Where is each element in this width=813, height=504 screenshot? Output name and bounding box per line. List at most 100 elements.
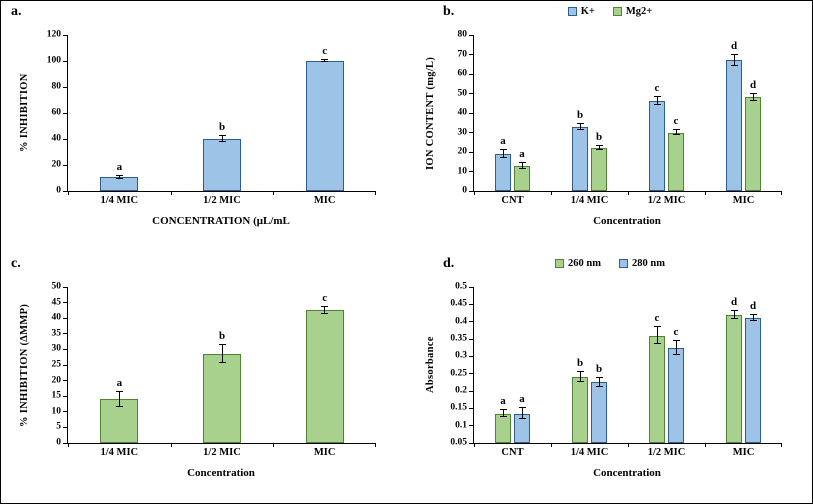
y-tick-mark	[63, 60, 67, 62]
y-tick-mark	[63, 426, 67, 428]
x-tick-mark	[781, 191, 782, 195]
error-bar-cap	[576, 128, 584, 130]
bar	[745, 318, 761, 443]
significance-letter: b	[595, 131, 603, 144]
panel-b-plot-area: 0 10 20 30 40 50 60 70 80 CNT a a 1/4 MIC b b 1/2 MIC c c…	[458, 30, 782, 206]
error-bar-cap	[218, 135, 226, 137]
panel-c-label: c.	[11, 256, 21, 271]
y-tick-mark	[63, 380, 67, 382]
y-tick-label: 100	[46, 55, 61, 66]
error-bar-cap	[749, 92, 757, 94]
legend-label: 260 nm	[568, 258, 601, 269]
y-tick-mark	[469, 390, 473, 392]
x-tick-mark	[628, 443, 629, 447]
y-tick-label: 45	[51, 296, 62, 307]
significance-letter: b	[576, 108, 584, 121]
significance-letter: c	[322, 44, 328, 57]
y-tick-label: 40	[457, 107, 468, 118]
y-tick-mark	[469, 93, 473, 94]
error-bar-cap	[218, 362, 226, 364]
significance-letter: a	[500, 395, 506, 408]
y-tick-label: 60	[457, 68, 468, 79]
x-category-label: 1/4 MIC	[570, 447, 609, 458]
significance-letter: b	[218, 329, 226, 342]
x-category-label: CNT	[501, 447, 524, 458]
panel-d: d. 260 nm 280 nm Absorbance 0.05 0.1 0.15 0.…	[407, 253, 812, 503]
error-bar-cap	[595, 145, 603, 147]
error-bar	[221, 344, 223, 364]
x-tick-mark	[170, 443, 172, 447]
bar	[649, 335, 665, 443]
x-category-label: MIC	[313, 195, 336, 206]
legend-swatch	[555, 259, 565, 268]
x-category-label: MIC	[313, 447, 336, 458]
y-tick-mark	[63, 333, 67, 335]
significance-letter: a	[116, 160, 123, 173]
y-tick-mark	[469, 151, 473, 153]
y-tick-mark	[63, 364, 67, 366]
y-tick-label: 120	[46, 29, 61, 40]
x-category-label: 1/2 MIC	[647, 195, 686, 206]
y-tick-mark	[469, 407, 473, 409]
significance-letter: a	[519, 393, 525, 406]
y-tick-mark	[63, 348, 67, 350]
error-bar	[752, 93, 754, 102]
y-tick-mark	[63, 34, 67, 36]
significance-letter: c	[673, 114, 679, 127]
error-bar-cap	[115, 174, 123, 176]
y-tick-label: 0.2	[455, 385, 467, 396]
x-tick-mark	[375, 443, 376, 447]
panel-c: c. % INHIBITION (ΔMMP) 0 5 10 15 20 25 30 35 40 4…	[1, 253, 407, 503]
y-tick-label: 40	[51, 312, 62, 323]
y-tick-label: 5	[56, 421, 61, 432]
error-bar-cap	[321, 306, 329, 308]
error-bar-cap	[749, 100, 757, 102]
error-bar-cap	[730, 53, 738, 55]
significance-letter: d	[749, 78, 757, 91]
bar	[745, 97, 761, 191]
panel-d-y-axis-title: Absorbance	[425, 336, 436, 394]
significance-letter: c	[654, 82, 660, 95]
error-bar-cap	[321, 61, 329, 63]
error-bar	[733, 54, 735, 67]
x-tick-mark	[705, 443, 706, 447]
error-bar	[579, 371, 581, 383]
significance-letter: c	[673, 325, 679, 338]
error-bar-cap	[653, 104, 661, 106]
y-tick-label: 30	[51, 343, 62, 354]
significance-letter: b	[576, 356, 584, 369]
x-tick-mark	[68, 443, 69, 447]
error-bar	[579, 123, 581, 130]
y-tick-label: 0.1	[455, 419, 467, 430]
panel-a: a. % INHIBITION 0 20 40 60 80 100 120 1/4 MIC a 1…	[1, 1, 407, 253]
significance-letter: c	[322, 292, 328, 305]
x-tick-mark	[273, 191, 275, 195]
bar	[305, 61, 344, 191]
y-tick-label: 40	[51, 133, 62, 144]
x-category-label: 1/2 MIC	[203, 447, 241, 458]
plot-box: 0 10 20 30 40 50 60 70 80 CNT a a 1/4 MIC b b 1/2 MIC c c…	[458, 30, 782, 206]
significance-letter: a	[116, 376, 123, 389]
legend-swatch	[567, 7, 577, 16]
y-tick-mark	[469, 303, 473, 305]
bar	[203, 354, 241, 443]
error-bar-cap	[653, 343, 661, 345]
y-tick-mark	[469, 442, 473, 444]
panel-b: b. K+ Mg2+ ION CONTENT (mg/L) 0 10 20 30 40 50…	[407, 1, 812, 253]
error-bar-cap	[499, 149, 507, 151]
error-bar-cap	[730, 65, 738, 67]
panel-b-legend: K+ Mg2+	[407, 6, 812, 17]
legend-swatch	[619, 259, 628, 268]
y-tick-label: 30	[457, 126, 468, 137]
x-tick-mark	[170, 191, 172, 195]
y-tick-mark	[63, 138, 67, 140]
panel-b-label: b.	[443, 4, 455, 19]
significance-letter: a	[500, 135, 506, 148]
plot-box: 0 5 10 15 20 25 30 35 40 45 50 1/4 MIC a 1/2 MIC b MIC c	[52, 282, 376, 458]
y-tick-label: 20	[51, 374, 62, 385]
y-tick-label: 50	[51, 281, 62, 292]
legend-label: Mg2+	[625, 6, 653, 17]
error-bar	[118, 175, 120, 179]
y-tick-label: 0.45	[450, 298, 467, 309]
error-bar-cap	[499, 416, 507, 417]
